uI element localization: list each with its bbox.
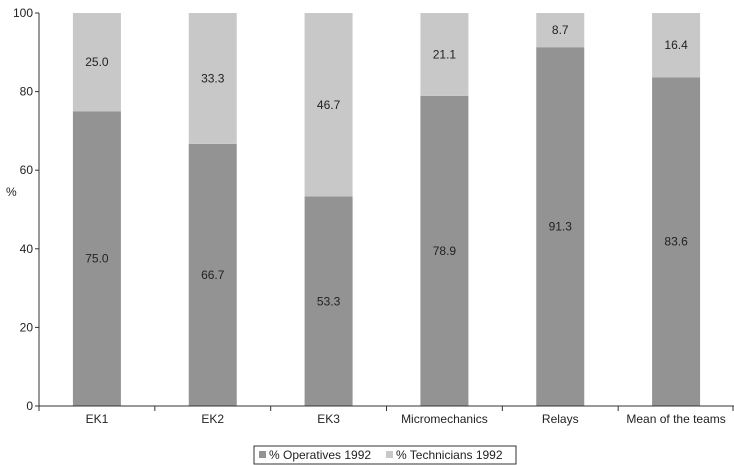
y-tick-label: 0 (26, 399, 33, 413)
data-label: 33.3 (201, 71, 225, 85)
x-category-label: Relays (542, 412, 579, 426)
data-label: 16.4 (664, 38, 688, 52)
y-tick-label: 60 (20, 163, 34, 177)
legend-box (253, 445, 517, 465)
bar-segment (536, 47, 585, 406)
bars: 75.0 25.0 66.7 33.3 53.3 46.7 78.9 21.1 91.3 8.7 8… (72, 13, 701, 407)
bar-segment (304, 13, 353, 197)
data-label: 46.7 (317, 98, 341, 112)
legend: % Operatives 1992 % Technicians 1992 (253, 445, 517, 465)
bar-segment (72, 13, 121, 112)
bar-segment (188, 143, 237, 406)
bar-segment (420, 13, 469, 96)
bar-segment (72, 111, 121, 406)
bar-segment (652, 77, 701, 407)
data-label: 8.7 (552, 23, 569, 37)
y-axis: 0 20 40 60 80 100 (13, 6, 40, 413)
legend-swatch (386, 451, 393, 458)
legend-label: % Operatives 1992 (269, 448, 371, 462)
y-axis-label: % (6, 185, 17, 199)
data-label: 66.7 (201, 268, 225, 282)
y-tick-label: 20 (20, 320, 34, 334)
data-label: 21.1 (433, 47, 457, 61)
bar-segment (304, 196, 353, 406)
legend-label: % Technicians 1992 (396, 448, 503, 462)
y-tick-label: 100 (13, 6, 33, 20)
data-label: 25.0 (85, 55, 109, 69)
bar-segment (536, 13, 585, 48)
legend-swatch (259, 451, 266, 458)
data-label: 83.6 (664, 235, 688, 249)
data-label: 53.3 (317, 294, 341, 308)
data-label: 78.9 (433, 244, 457, 258)
data-label: 91.3 (549, 220, 573, 234)
y-tick-label: 80 (20, 85, 34, 99)
data-label: 75.0 (85, 252, 109, 266)
x-category-label: EK3 (317, 412, 340, 426)
bar-segment (652, 13, 701, 78)
bar-segment (420, 95, 469, 406)
x-category-label: Mean of the teams (626, 412, 725, 426)
x-category-label: EK1 (86, 412, 109, 426)
x-category-label: Micromechanics (401, 412, 488, 426)
y-tick-label: 40 (20, 242, 34, 256)
bar-segment (188, 13, 237, 144)
x-category-label: EK2 (201, 412, 224, 426)
x-axis: EK1 EK2 EK3 Micromechanics Relays Mean of the… (38, 405, 734, 426)
